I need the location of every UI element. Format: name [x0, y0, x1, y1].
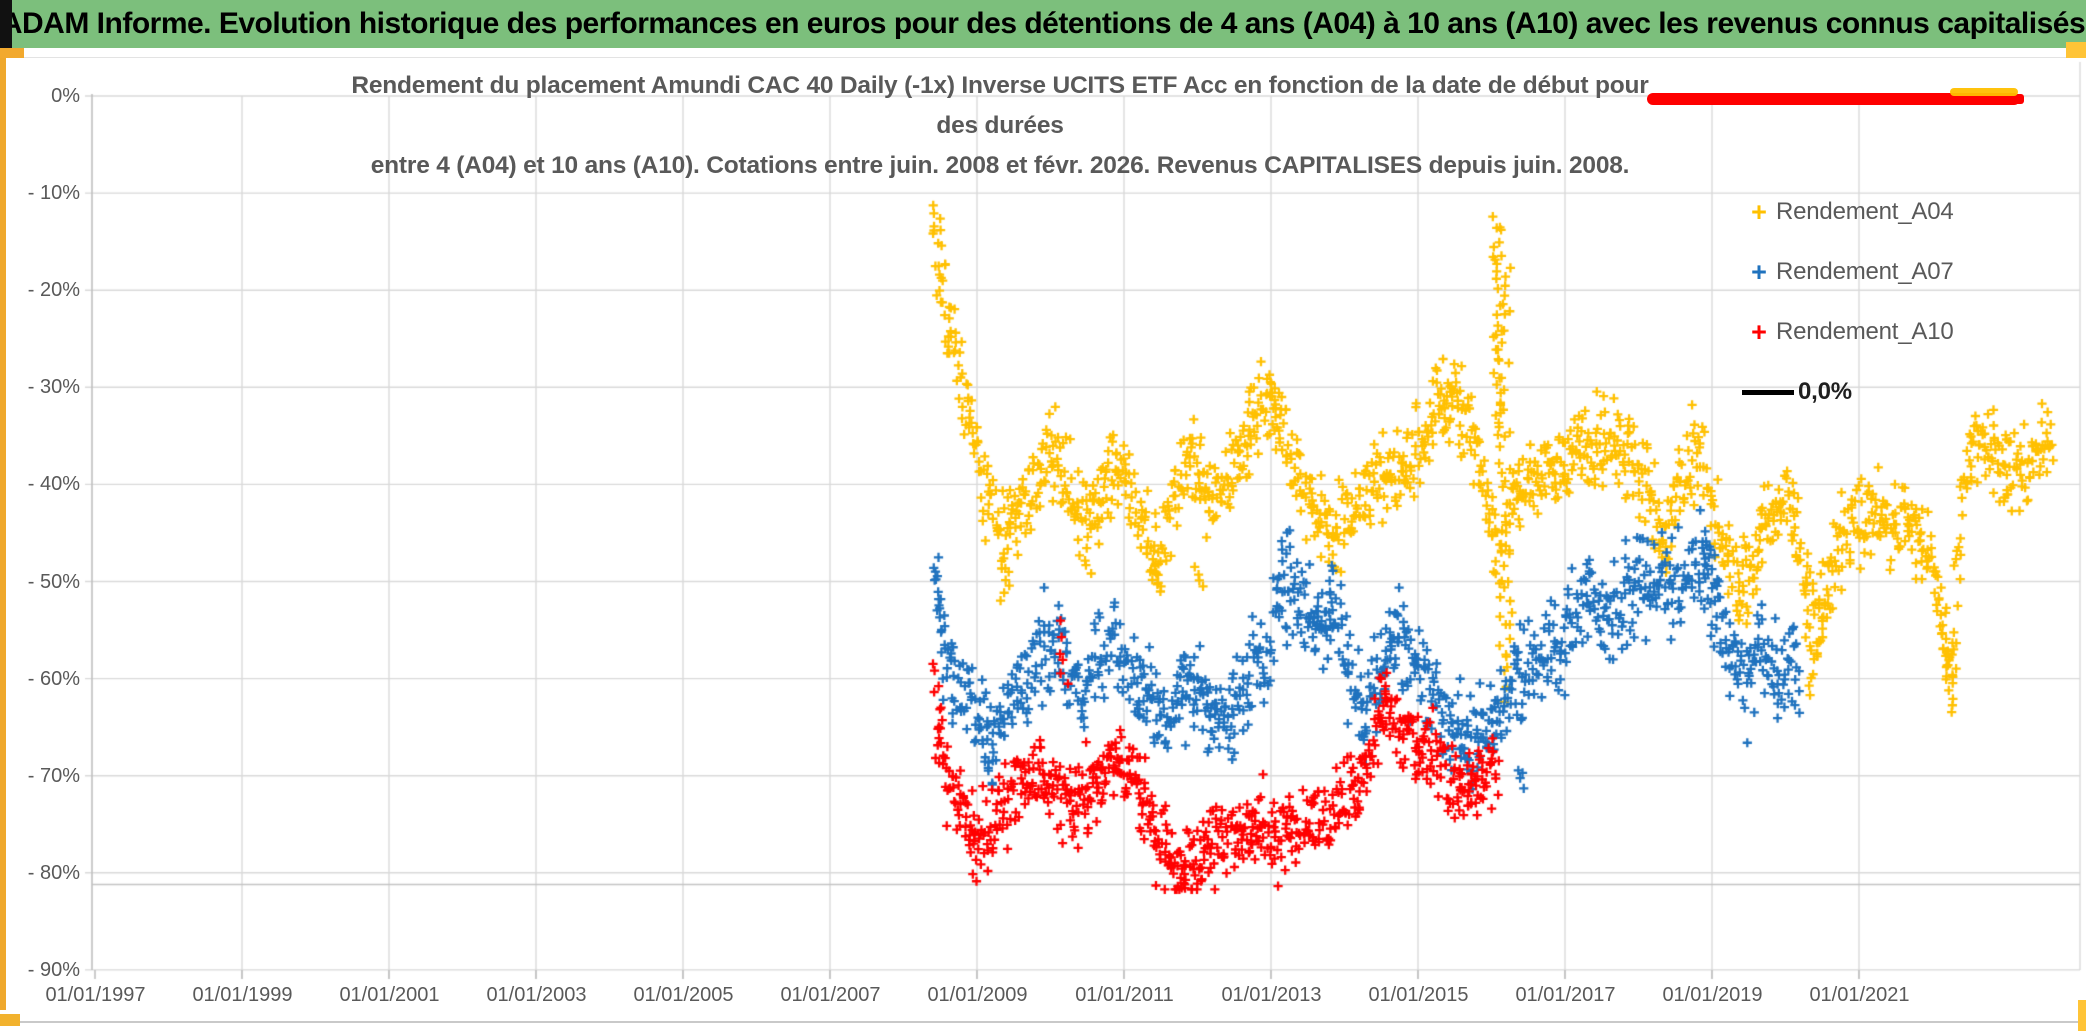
x-axis-tick-label: 01/01/2003: [486, 984, 587, 1006]
y-axis-tick-label: - 20%: [27, 279, 80, 302]
y-axis-tick-label: 0%: [51, 85, 80, 107]
plus-marker-icon: +: [1751, 257, 1767, 287]
x-axis-labels: 01/01/1997 01/01/1999 01/01/2001 01/01/2003…: [22, 984, 1933, 1007]
x-axis-tick-label: 01/01/2013: [1221, 984, 1322, 1006]
legend-item-label: Rendement_A07: [1776, 258, 1954, 285]
y-axis-tick-label: - 80%: [27, 861, 80, 884]
x-axis-tick-label: 01/01/2019: [1662, 984, 1763, 1006]
orange-accent-strip: [0, 48, 24, 58]
chart-subtitle-line-1: Rendement du placement Amundi CAC 40 Dai…: [351, 72, 1649, 139]
bottom-left-accent-square: [0, 1014, 20, 1026]
legend-item-label: Rendement_A10: [1776, 318, 1954, 345]
y-axis-tick-label: - 10%: [27, 182, 80, 205]
zero-line-swatch-icon: [1742, 389, 1794, 395]
y-axis-tick-label: - 90%: [27, 958, 80, 981]
plus-marker-icon: +: [1751, 317, 1767, 347]
y-axis-tick-label: - 40%: [27, 473, 80, 496]
bottom-right-accent-square: [2078, 1000, 2086, 1031]
x-axis-tick-label: 01/01/1997: [45, 984, 146, 1006]
x-axis-tick-label: 01/01/2011: [1075, 984, 1174, 1006]
x-axis-tick-label: 01/01/2007: [780, 984, 881, 1006]
x-axis-tick-label: 01/01/2009: [927, 984, 1028, 1006]
legend-item-rendement-a04[interactable]: + Rendement_A04: [1742, 182, 2072, 242]
y-axis-labels: 0% - 10% - 20% - 30% - 40% - 50% - 60% - 70% - 8…: [0, 84, 80, 982]
chart-legend: + Rendement_A04 + Rendement_A07 + Rendement_A…: [1742, 182, 2072, 422]
chart-subtitle: Rendement du placement Amundi CAC 40 Dai…: [340, 66, 1660, 186]
x-axis-tick-label: 01/01/2017: [1515, 984, 1616, 1006]
yellow-annotation-smudge: [1950, 88, 2018, 96]
chart-subtitle-line-2: entre 4 (A04) et 10 ans (A10). Cotations…: [370, 152, 1630, 179]
legend-item-0-0-[interactable]: 0,0%: [1742, 362, 2072, 422]
legend-item-label: 0,0%: [1798, 378, 1852, 405]
header-left-black-sliver: [0, 0, 12, 48]
x-axis-tick-label: 01/01/1999: [192, 984, 293, 1006]
legend-item-label: Rendement_A04: [1776, 198, 1954, 225]
yellow-accent-notch: [2066, 42, 2086, 58]
legend-item-rendement-a10[interactable]: + Rendement_A10: [1742, 302, 2072, 362]
bottom-divider-line: [0, 1021, 2086, 1023]
y-axis-tick-label: - 50%: [27, 570, 80, 593]
x-axis-tick-label: 01/01/2015: [1368, 984, 1469, 1006]
y-axis-tick-label: - 60%: [27, 667, 80, 690]
x-axis-tick-label: 01/01/2021: [1809, 984, 1910, 1006]
red-zero-line-annotation: [1647, 93, 2024, 105]
legend-item-rendement-a07[interactable]: + Rendement_A07: [1742, 242, 2072, 302]
header-bar: ADAM Informe. Evolution historique des p…: [0, 0, 2086, 48]
y-axis-tick-label: - 70%: [27, 764, 80, 787]
left-edge-accent-strip: [0, 58, 6, 1010]
page-title: ADAM Informe. Evolution historique des p…: [0, 7, 2086, 40]
header-underline: [0, 57, 2086, 58]
y-axis-tick-label: - 30%: [27, 376, 80, 399]
x-axis-tick-label: 01/01/2005: [633, 984, 734, 1006]
plus-marker-icon: +: [1751, 197, 1767, 227]
x-axis-tick-label: 01/01/2001: [339, 984, 440, 1006]
